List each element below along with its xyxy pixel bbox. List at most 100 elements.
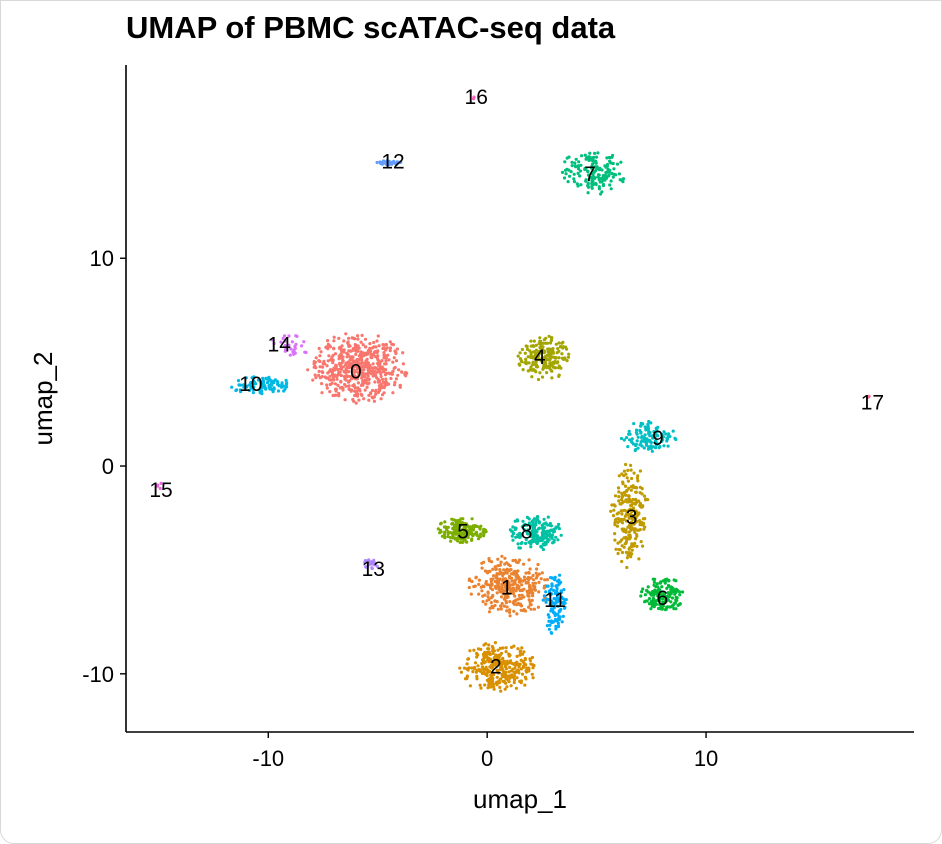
cluster-10-points <box>230 375 289 396</box>
point <box>532 339 536 343</box>
point <box>509 529 513 533</box>
point <box>538 339 542 343</box>
point <box>624 530 628 534</box>
point <box>617 518 622 522</box>
point <box>544 590 548 594</box>
point <box>529 576 533 580</box>
point <box>533 350 537 354</box>
point <box>508 564 512 568</box>
point <box>667 595 672 599</box>
point <box>533 522 537 526</box>
point <box>508 576 512 580</box>
point <box>628 523 632 527</box>
point <box>661 435 666 439</box>
point <box>525 523 529 527</box>
point <box>466 657 471 661</box>
point <box>374 355 378 359</box>
point <box>239 383 243 387</box>
point <box>266 380 270 384</box>
point <box>574 157 578 161</box>
point <box>540 571 544 575</box>
point <box>484 642 488 646</box>
point <box>476 664 480 668</box>
point <box>626 479 631 483</box>
point <box>482 560 486 564</box>
point <box>365 357 369 361</box>
point <box>559 589 563 593</box>
point <box>605 156 609 160</box>
point <box>516 560 520 565</box>
point <box>513 519 517 523</box>
point <box>529 603 533 607</box>
point <box>238 388 242 392</box>
point <box>501 656 505 660</box>
point <box>543 540 547 544</box>
point <box>620 544 624 548</box>
point <box>359 340 363 344</box>
point <box>351 348 355 352</box>
point <box>466 535 470 540</box>
point <box>518 653 522 657</box>
point <box>646 424 650 428</box>
point <box>475 524 479 529</box>
point <box>342 339 346 343</box>
point <box>537 572 541 576</box>
point <box>490 663 494 667</box>
point <box>468 649 472 653</box>
point <box>360 382 364 386</box>
point <box>488 652 492 657</box>
point <box>601 184 606 188</box>
point <box>525 530 529 534</box>
point <box>552 611 556 615</box>
point <box>563 606 567 610</box>
point <box>595 167 599 171</box>
point <box>337 394 341 398</box>
point <box>474 575 478 579</box>
point <box>332 339 336 343</box>
point <box>619 509 623 513</box>
point <box>566 180 570 184</box>
point <box>461 517 465 521</box>
point <box>613 518 618 522</box>
point <box>495 675 499 679</box>
point <box>659 439 664 443</box>
point <box>325 386 329 390</box>
point <box>527 578 531 582</box>
point <box>283 339 287 343</box>
cluster-14-points <box>270 334 308 357</box>
point <box>339 367 344 371</box>
point <box>625 476 629 480</box>
point <box>481 667 485 671</box>
point <box>449 539 453 543</box>
point <box>558 617 562 622</box>
point <box>546 515 550 519</box>
point <box>347 366 351 370</box>
point <box>516 354 520 358</box>
point <box>644 599 648 603</box>
point <box>335 374 339 378</box>
point <box>530 363 534 367</box>
point <box>259 382 264 386</box>
point <box>547 619 551 623</box>
point <box>484 602 488 606</box>
point <box>264 376 268 380</box>
point <box>620 498 624 502</box>
cluster-8-points <box>508 515 563 552</box>
point <box>661 597 665 601</box>
point <box>373 563 377 567</box>
point <box>524 663 528 667</box>
point <box>549 631 553 635</box>
point <box>367 393 371 397</box>
point <box>649 446 653 450</box>
point <box>572 177 576 181</box>
point <box>332 393 336 397</box>
point <box>505 593 509 597</box>
y-tick-label: -10 <box>82 662 114 687</box>
point <box>632 522 636 526</box>
point <box>560 352 564 356</box>
point <box>510 534 514 538</box>
point <box>490 605 494 610</box>
point <box>363 337 368 341</box>
point <box>486 658 490 662</box>
point <box>552 597 556 601</box>
